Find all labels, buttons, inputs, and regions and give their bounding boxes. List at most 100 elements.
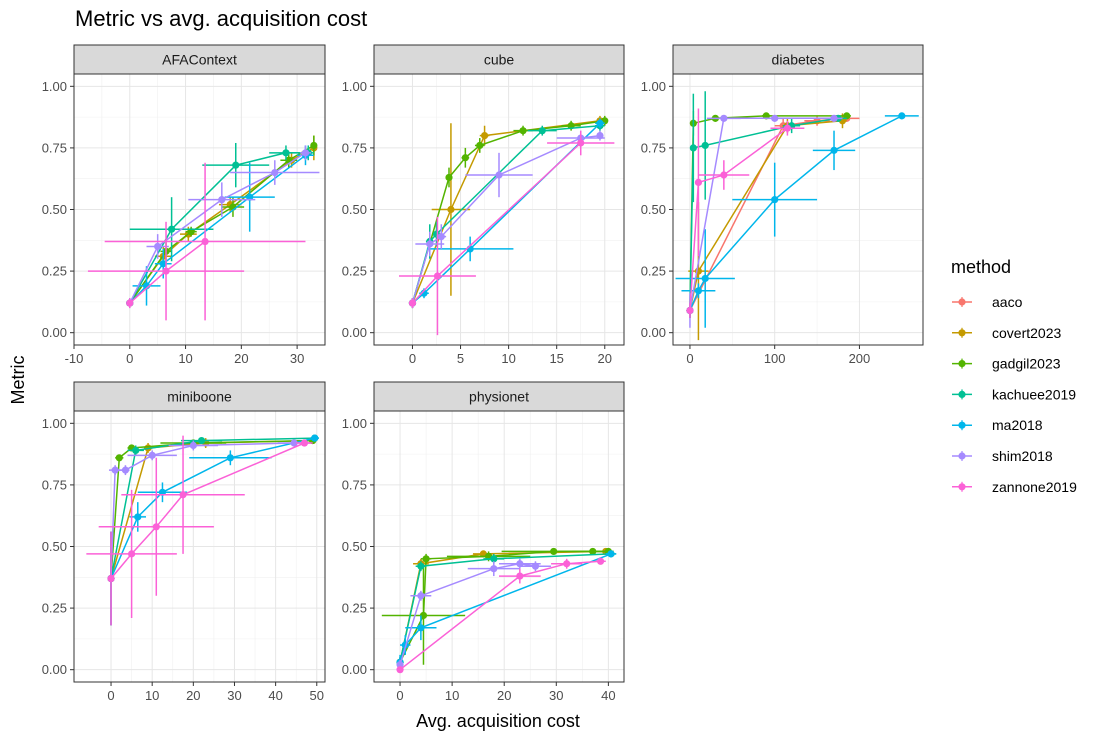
data-point [516,572,524,580]
data-point [783,124,792,132]
data-point [720,171,728,179]
data-point [197,436,206,445]
x-tick-label: 0 [686,351,693,366]
data-point [168,225,176,233]
legend-label: aaco [992,294,1023,310]
panel-data [86,434,319,626]
x-tick-label: 20 [497,688,511,703]
data-point [417,624,425,632]
series-line [399,560,601,671]
x-tick-label: 10 [501,351,515,366]
series-zannone2019 [396,557,606,674]
data-point [445,173,453,182]
data-point [771,114,779,122]
panel-strip [672,44,924,75]
panel-border [73,73,326,346]
series-kachuee2019 [686,91,847,318]
y-tick-label: 0.50 [641,202,666,217]
series-shim2018 [396,558,552,670]
data-point [701,141,709,150]
x-tick-label: -10 [65,351,84,366]
legend-key-point [958,452,966,460]
data-point [128,550,136,558]
data-point [596,119,604,127]
legend-label: zannone2019 [992,479,1077,495]
data-point [607,550,615,558]
data-point [589,547,597,556]
data-point [311,434,319,442]
panels-group: AFAContext -10 0 10 20 30 0.00 0.25 0.50 0.75 1.00… [42,44,924,703]
panel-strip [373,44,625,75]
legend-key-point [958,329,966,337]
data-point [694,287,703,295]
x-tick-label: 5 [457,351,464,366]
data-point [408,299,417,307]
y-tick-label: 0.00 [342,325,367,340]
legend-key-point [958,483,966,491]
legend-key-point [958,360,966,368]
y-tick-label: 0.75 [342,477,367,492]
data-point [461,154,469,162]
x-tick-label: 0 [107,688,114,703]
y-tick-label: 1.00 [42,416,67,431]
panel-border [373,73,625,346]
data-point [720,114,728,122]
series-line [689,117,834,311]
y-tick-label: 0.25 [342,601,367,616]
panel-strip-label: AFAContext [162,52,237,68]
panel-strip-label: miniboone [167,389,232,405]
panel-strip [373,381,625,412]
data-point [550,547,558,556]
chart-title: Metric vs avg. acquisition cost [75,6,367,31]
legend-key-point [958,298,966,306]
y-tick-label: 0.25 [42,264,67,279]
data-point [771,196,779,204]
x-tick-label: 10 [445,688,459,703]
y-tick-label: 0.00 [342,662,367,677]
legend: method aaco covert2023 gadgil2023 kachuee20… [951,257,1077,495]
x-tick-label: 20 [598,351,612,366]
data-point [686,306,694,315]
x-tick-label: 30 [549,688,563,703]
panel-diabetes: diabetes 0 100 200 0.00 0.25 0.50 0.75 1.00 [641,44,924,366]
legend-item-aaco: aaco [952,294,1023,310]
series-zannone2019 [686,108,805,318]
data-point [420,289,428,297]
panel-data [675,91,919,341]
data-point [201,237,209,246]
legend-label: covert2023 [992,325,1061,341]
data-point [596,131,604,140]
y-tick-label: 1.00 [641,79,666,94]
data-point [426,240,434,248]
y-tick-label: 0.00 [42,325,67,340]
legend-label: kachuee2019 [992,386,1076,402]
data-point [396,661,404,669]
data-point [232,161,240,169]
legend-item-zannone2019: zannone2019 [952,479,1077,495]
y-tick-label: 1.00 [342,416,367,431]
panel-miniboone: miniboone 0 10 20 30 40 50 0.00 0.25 0.50 0.75 1.00 [42,381,326,703]
y-tick-label: 0.25 [42,601,67,616]
panel-border [73,410,326,683]
y-tick-label: 0.50 [42,202,67,217]
data-point [179,491,187,499]
legend-label: ma2018 [992,417,1043,433]
data-point [419,611,428,620]
data-point [154,242,162,251]
data-point [417,592,425,600]
data-point [490,565,498,573]
data-point [480,131,489,140]
y-tick-label: 0.00 [641,325,666,340]
data-point [495,171,503,179]
x-tick-label: 200 [849,351,871,366]
data-point [310,141,318,150]
series-zannone2019 [86,435,313,626]
series-line [399,553,612,663]
data-point [490,555,498,563]
legend-key-point [958,421,966,429]
data-point [111,466,119,474]
y-tick-label: 0.50 [342,202,367,217]
legend-item-shim2018: shim2018 [952,448,1053,464]
data-point [830,146,838,154]
